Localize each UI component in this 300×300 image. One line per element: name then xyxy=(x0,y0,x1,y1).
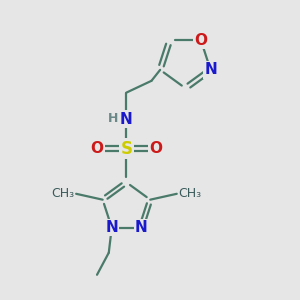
Text: N: N xyxy=(204,62,217,77)
Text: S: S xyxy=(120,140,132,158)
Text: CH₃: CH₃ xyxy=(178,187,201,200)
Text: H: H xyxy=(108,112,119,125)
Text: O: O xyxy=(149,141,162,156)
Text: CH₃: CH₃ xyxy=(52,187,75,200)
Text: O: O xyxy=(194,33,207,48)
Text: N: N xyxy=(105,220,118,235)
Text: N: N xyxy=(120,112,133,127)
Text: N: N xyxy=(135,220,148,235)
Text: O: O xyxy=(91,141,103,156)
